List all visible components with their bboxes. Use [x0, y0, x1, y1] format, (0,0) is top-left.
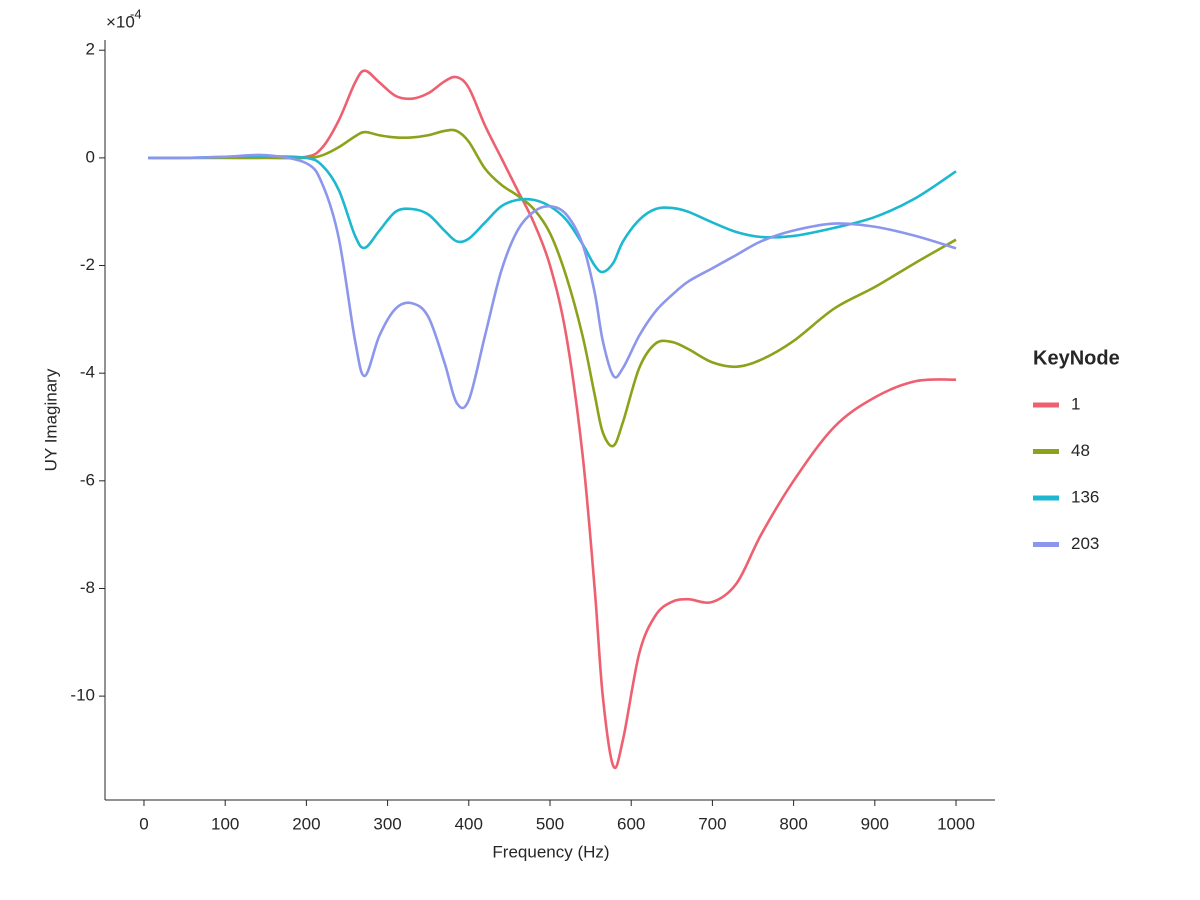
y-tick-label: -8: [80, 578, 95, 597]
y-tick-label: -10: [70, 686, 95, 705]
y-exponent-power: -4: [130, 6, 142, 21]
x-tick-label: 600: [617, 814, 645, 833]
y-tick-label: 0: [86, 147, 95, 166]
legend-label: 203: [1071, 534, 1099, 553]
line-series: [148, 128, 957, 448]
x-tick-label: 200: [292, 814, 320, 833]
legend-title: KeyNode: [1033, 347, 1120, 369]
legend-label: 48: [1071, 441, 1090, 460]
y-tick-label: -4: [80, 363, 95, 382]
x-tick-label: 0: [139, 814, 148, 833]
line-series: [148, 69, 957, 770]
x-tick-label: 100: [211, 814, 239, 833]
x-tick-label: 300: [373, 814, 401, 833]
y-exponent-base: ×10: [106, 12, 135, 31]
x-tick-label: 500: [536, 814, 564, 833]
y-tick-label: 2: [86, 40, 95, 59]
legend-label: 136: [1071, 487, 1099, 506]
x-axis-label: Frequency (Hz): [492, 842, 609, 861]
line-series: [148, 154, 957, 274]
x-tick-label: 700: [698, 814, 726, 833]
x-tick-label: 1000: [937, 814, 975, 833]
x-tick-label: 800: [779, 814, 807, 833]
x-tick-label: 900: [861, 814, 889, 833]
line-series: [148, 153, 957, 410]
y-tick-label: -2: [80, 255, 95, 274]
y-tick-label: -6: [80, 470, 95, 489]
legend-label: 1: [1071, 394, 1080, 413]
x-tick-label: 400: [455, 814, 483, 833]
y-axis-label: UY Imaginary: [41, 368, 60, 471]
